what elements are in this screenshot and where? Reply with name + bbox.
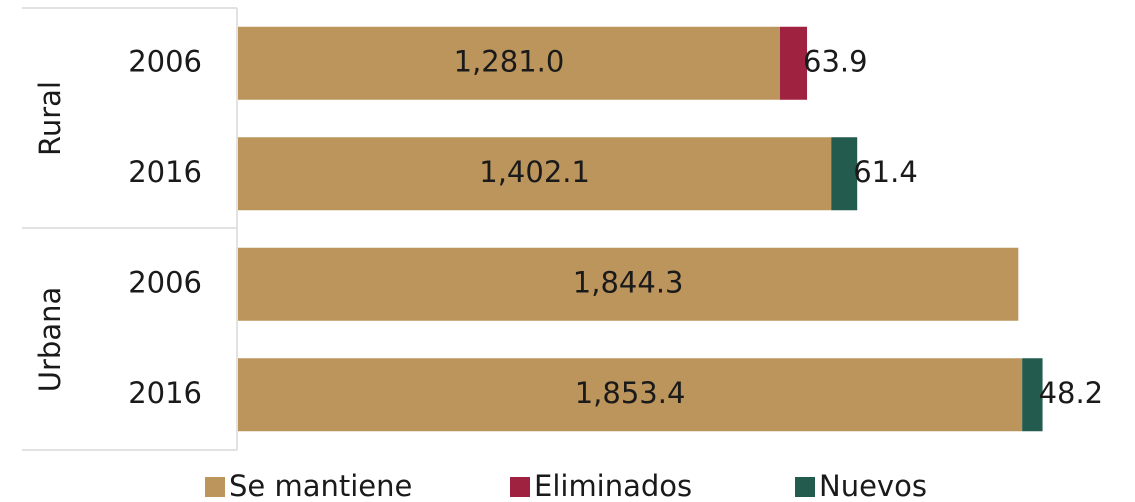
data-label: 61.4 xyxy=(853,155,918,189)
legend-label: Nuevos xyxy=(819,469,927,502)
data-label: 1,853.4 xyxy=(575,376,686,410)
legend-label: Eliminados xyxy=(534,469,692,502)
legend-swatch xyxy=(510,477,530,497)
y-tick-label: 2006 xyxy=(128,44,202,78)
bar-segment xyxy=(1022,358,1043,432)
legend-swatch xyxy=(205,477,225,497)
y-tick-label: 2006 xyxy=(128,265,202,299)
y-tick-label: 2016 xyxy=(128,155,202,189)
data-label: 48.2 xyxy=(1039,376,1104,410)
legend-swatch xyxy=(795,477,815,497)
bar-segment xyxy=(779,26,808,100)
bar-segment xyxy=(831,137,858,211)
data-label: 1,844.3 xyxy=(573,265,684,299)
data-label: 1,402.1 xyxy=(479,155,590,189)
group-label: Urbana xyxy=(33,287,67,392)
data-label: 63.9 xyxy=(803,44,868,78)
legend-label: Se mantiene xyxy=(229,469,412,502)
bar-segment xyxy=(238,247,1019,321)
data-label: 1,281.0 xyxy=(454,44,565,78)
bar-segment xyxy=(238,26,780,100)
group-label: Rural xyxy=(33,81,67,156)
y-tick-label: 2016 xyxy=(128,376,202,410)
bar-segment xyxy=(238,137,832,211)
bar-segment xyxy=(238,358,1023,432)
